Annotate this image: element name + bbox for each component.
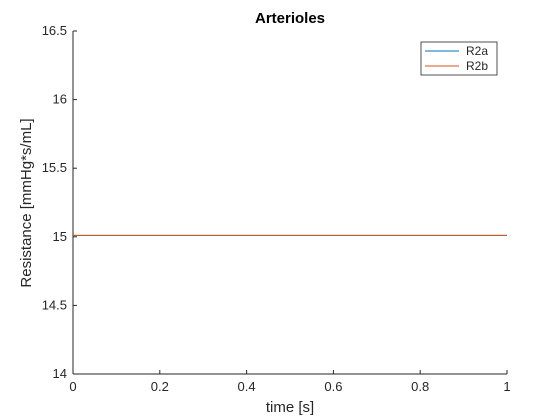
y-axis-label: Resistance [mmHg*s/mL] (18, 118, 35, 287)
y-tick-label: 14.5 (42, 297, 67, 312)
x-tick-label: 0 (69, 379, 76, 394)
y-tick-label: 15.5 (42, 160, 67, 175)
plot-background (73, 31, 507, 374)
x-tick-label: 0.4 (238, 379, 256, 394)
x-tick-label: 0.8 (411, 379, 429, 394)
legend-label-r2b: R2b (466, 59, 488, 73)
y-tick-label: 16 (53, 92, 67, 107)
legend-box (420, 41, 498, 76)
x-tick-label: 0.2 (151, 379, 169, 394)
x-tick-label: 1 (503, 379, 510, 394)
legend-label-r2a: R2a (466, 44, 488, 58)
chart-title: Arterioles (255, 10, 325, 27)
plot-area: 0 0.2 0.4 0.6 0.8 1 14 14.5 15 15.5 16 16.5 (42, 23, 511, 394)
x-axis-label: time [s] (266, 399, 314, 416)
y-tick-label: 16.5 (42, 23, 67, 38)
x-tick-label: 0.6 (324, 379, 342, 394)
y-tick-label: 15 (53, 229, 67, 244)
y-tick-label: 14 (53, 366, 67, 381)
